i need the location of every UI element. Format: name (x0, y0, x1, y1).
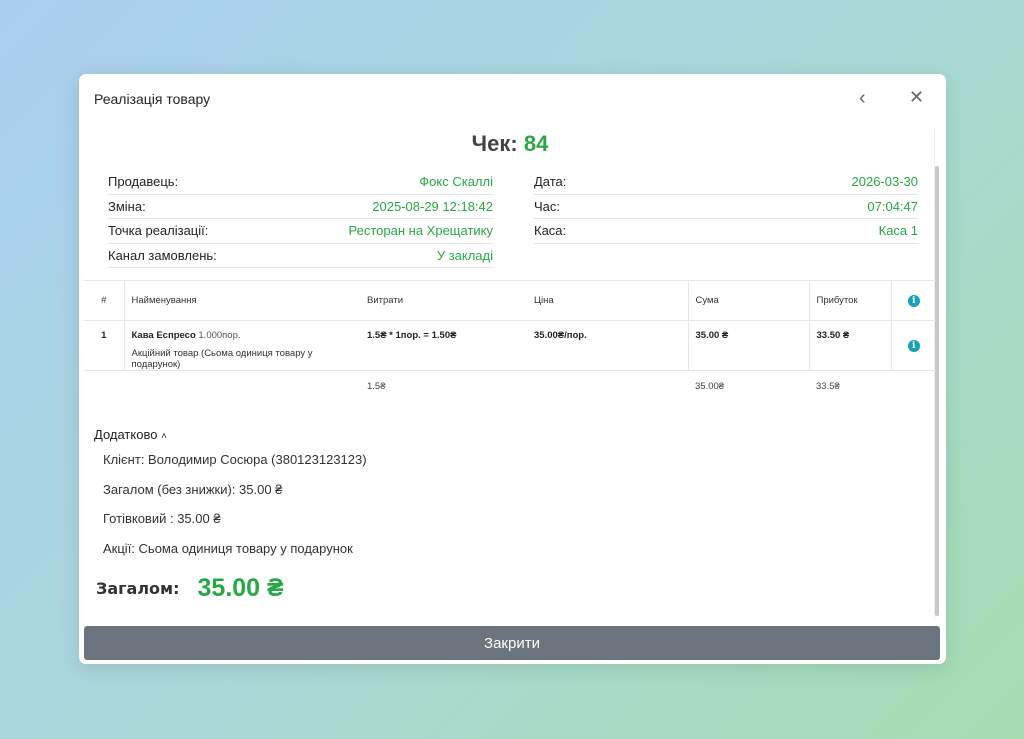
info-value: 2025-08-29 12:18:42 (372, 198, 493, 214)
row-info-icon[interactable]: i (907, 339, 920, 352)
info-label: Канал замовлень: (108, 247, 217, 263)
client-line: Клієнт: Володимир Сосюра (380123123123) (103, 452, 367, 467)
col-name: Найменування (123, 280, 360, 321)
info-row-register: Каса: Каса 1 (534, 219, 918, 244)
promo-line: Акції: Сьома одиниця товару у подарунок (103, 541, 353, 557)
scrollbar-track[interactable] (934, 129, 940, 619)
info-row-time: Час: 07:04:47 (534, 195, 918, 219)
subtotal-line: Загалом (без знижки): 35.00 ₴ (103, 481, 283, 497)
col-price: Ціна (527, 280, 688, 321)
totals-row: 1.5₴ 35.00₴ 33.5₴ (84, 371, 936, 392)
table-row: 1 Кава Еспресо 1.000пор. Акційний товар (… (84, 320, 936, 371)
receipt-heading: Чек: 84 (79, 131, 941, 157)
row-index: 1 (84, 320, 124, 371)
info-label: Каса: (534, 223, 567, 239)
total-sum: 35.00₴ (695, 381, 725, 392)
back-chevron-left-icon[interactable]: ‹ (859, 87, 866, 109)
scrollbar-thumb[interactable] (935, 166, 939, 616)
col-cost: Витрати (360, 280, 527, 321)
row-price: 35.00₴/пор. (527, 320, 688, 371)
col-sum: Сума (687, 280, 809, 321)
col-profit: Прибуток (808, 280, 891, 321)
info-value: 2026-03-30 (851, 174, 919, 190)
info-value: Ресторан на Хрещатику (348, 223, 493, 239)
info-icon[interactable]: i (907, 294, 920, 307)
info-value: У закладі (436, 247, 493, 263)
row-profit: 33.50 ₴ (808, 320, 891, 371)
row-name-cell: Кава Еспресо 1.000пор. Акційний товар (Сь… (123, 320, 360, 371)
close-icon[interactable]: ✕ (909, 87, 925, 107)
receipt-label: Чек: (471, 131, 518, 156)
close-button[interactable]: Закрити (84, 626, 940, 660)
extra-toggle[interactable]: Додатково ˄ (94, 427, 167, 442)
info-label: Зміна: (108, 198, 146, 214)
info-right: Дата: 2026-03-30 Час: 07:04:47 Каса: Каса 1 (534, 170, 918, 244)
chevron-up-icon: ˄ (161, 431, 167, 442)
sale-modal: Реалізація товару ‹ ✕ Чек: 84 Продавець:… (79, 74, 946, 664)
info-label: Продавець: (108, 174, 179, 190)
modal-title: Реалізація товару (94, 91, 211, 107)
total-profit: 33.5₴ (816, 381, 840, 392)
row-cost: 1.5₴ * 1пор. = 1.50₴ (360, 320, 527, 371)
items-table: # Найменування Витрати Ціна Сума Прибуто… (84, 280, 936, 392)
info-left: Продавець: Фокс Скаллі Зміна: 2025-08-29 1… (108, 170, 493, 268)
row-sum: 35.00 ₴ (687, 320, 809, 371)
col-index: # (84, 280, 124, 321)
info-row-point: Точка реалізації: Ресторан на Хрещатику (108, 219, 493, 244)
info-label: Точка реалізації: (108, 223, 209, 239)
info-row-channel: Канал замовлень: У закладі (108, 244, 493, 268)
total-cost: 1.5₴ (367, 381, 386, 392)
info-row-date: Дата: 2026-03-30 (534, 170, 918, 195)
row-qty: 1.000пор. (198, 330, 241, 341)
total-value: 35.00 ₴ (197, 574, 284, 602)
row-note: Акційний товар (Сьома одиниця товару у п… (131, 348, 313, 370)
info-row-seller: Продавець: Фокс Скаллі (108, 170, 493, 195)
receipt-number: 84 (523, 131, 549, 156)
info-row-shift: Зміна: 2025-08-29 12:18:42 (108, 195, 493, 219)
extra-details: Клієнт: Володимир Сосюра (380123123123) … (103, 452, 367, 571)
table-header: # Найменування Витрати Ціна Сума Прибуто… (84, 280, 936, 321)
info-label: Дата: (534, 174, 567, 190)
cash-line: Готівковий : 35.00 ₴ (103, 511, 221, 527)
info-value: Каса 1 (878, 223, 918, 239)
info-value: Фокс Скаллі (419, 174, 493, 190)
info-value: 07:04:47 (867, 198, 918, 214)
info-label: Час: (534, 198, 561, 214)
extra-label: Додатково (94, 427, 158, 442)
grand-total: Загалом: 35.00 ₴ (96, 574, 284, 603)
row-name: Кава Еспресо (131, 330, 196, 341)
total-label: Загалом: (96, 579, 180, 598)
